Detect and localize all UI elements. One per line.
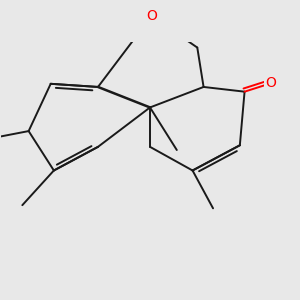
- Text: O: O: [265, 76, 276, 90]
- Text: O: O: [146, 9, 157, 23]
